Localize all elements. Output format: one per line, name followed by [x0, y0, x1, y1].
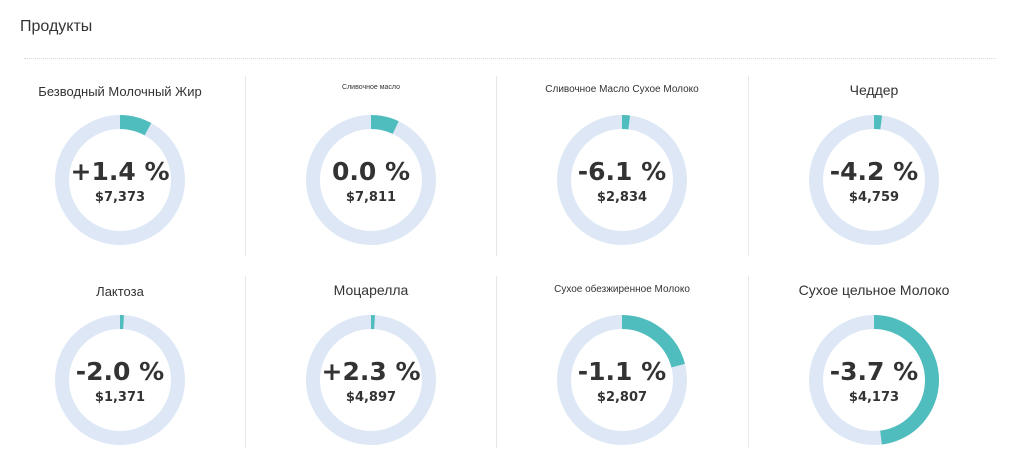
- product-donut: [55, 115, 185, 245]
- product-donut: [55, 315, 185, 445]
- product-name: Лактоза: [96, 284, 144, 299]
- product-price: $4,897: [345, 390, 397, 405]
- donut-arc: [809, 315, 939, 445]
- donut-arc: [306, 315, 436, 445]
- product-card[interactable]: Сливочное Масло Сухое Молоко -6.1 % $2,8…: [497, 70, 747, 260]
- product-price: $7,373: [94, 190, 146, 205]
- donut-arc: [557, 315, 687, 445]
- column-separator: [245, 76, 246, 256]
- product-name: Чеддер: [849, 82, 899, 98]
- product-name: Сухое цельное Молоко: [798, 282, 950, 298]
- product-price: $7,811: [345, 190, 397, 205]
- column-separator: [496, 76, 497, 256]
- product-donut: [306, 115, 436, 245]
- product-price: $4,759: [848, 190, 900, 205]
- donut-arc: [55, 115, 185, 245]
- product-name: Сливочное масло: [342, 84, 400, 91]
- donut-arc: [55, 315, 185, 445]
- column-separator: [245, 276, 246, 448]
- product-name: Сухое обезжиренное Молоко: [554, 284, 690, 295]
- product-card[interactable]: Безводный Молочный Жир +1.4 % $7,373: [0, 70, 245, 260]
- products-grid: Безводный Молочный Жир +1.4 % $7,373 Сли…: [0, 70, 1024, 470]
- column-separator: [748, 276, 749, 448]
- product-change: -3.7 %: [829, 357, 919, 386]
- product-card[interactable]: Чеддер -4.2 % $4,759: [749, 70, 999, 260]
- product-card[interactable]: Лактоза -2.0 % $1,371: [0, 270, 245, 460]
- product-donut: [557, 115, 687, 245]
- product-donut: [306, 315, 436, 445]
- product-name: Моцарелла: [333, 282, 409, 298]
- product-price: $2,834: [596, 190, 648, 205]
- product-price: $4,173: [848, 390, 900, 405]
- product-donut: [809, 315, 939, 445]
- product-donut: [557, 315, 687, 445]
- product-change: -4.2 %: [829, 157, 919, 186]
- product-price: $1,371: [94, 390, 146, 405]
- page-title: Продукты: [20, 18, 93, 35]
- donut-arc: [557, 115, 687, 245]
- product-card[interactable]: Сливочное масло 0.0 % $7,811: [246, 70, 496, 260]
- product-name: Безводный Молочный Жир: [38, 84, 202, 99]
- product-name: Сливочное Масло Сухое Молоко: [545, 84, 699, 95]
- donut-arc: [809, 115, 939, 245]
- product-card[interactable]: Моцарелла +2.3 % $4,897: [246, 270, 496, 460]
- product-price: $2,807: [596, 390, 648, 405]
- product-change: -2.0 %: [75, 357, 165, 386]
- donut-arc: [306, 115, 436, 245]
- header-divider: [24, 58, 996, 59]
- product-change: +2.3 %: [321, 357, 421, 386]
- product-donut: [809, 115, 939, 245]
- column-separator: [496, 276, 497, 448]
- product-card[interactable]: Сухое цельное Молоко -3.7 % $4,173: [749, 270, 999, 460]
- product-card[interactable]: Сухое обезжиренное Молоко -1.1 % $2,807: [497, 270, 747, 460]
- column-separator: [748, 76, 749, 256]
- product-change: +1.4 %: [70, 157, 170, 186]
- product-change: -6.1 %: [577, 157, 667, 186]
- product-change: -1.1 %: [577, 357, 667, 386]
- product-change: 0.0 %: [331, 157, 411, 186]
